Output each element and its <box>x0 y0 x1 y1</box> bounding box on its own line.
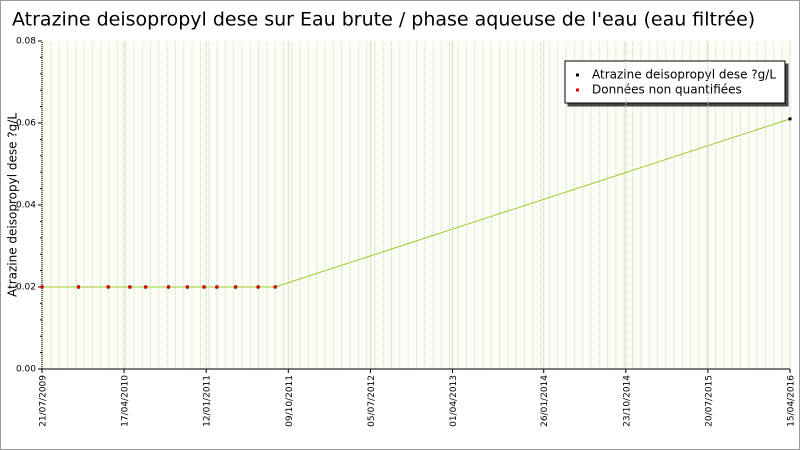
x-tick-label: 05/07/2012 <box>367 375 377 427</box>
data-point <box>201 284 207 290</box>
y-tick-label: 0.00 <box>16 365 36 375</box>
x-tick-label: 12/01/2011 <box>203 375 213 427</box>
y-tick-label: 0.02 <box>16 283 36 293</box>
data-point <box>127 284 132 290</box>
y-tick-label: 0.04 <box>16 201 36 211</box>
data-point <box>143 284 148 290</box>
y-tick-label: 0.06 <box>16 119 36 129</box>
x-tick-label: 17/04/2010 <box>121 375 131 427</box>
legend-marker <box>576 88 579 92</box>
x-tick-label: 20/07/2015 <box>704 375 714 427</box>
data-point <box>256 284 261 290</box>
legend-box <box>564 60 786 104</box>
data-point <box>233 284 238 290</box>
legend-label: Données non quantifiées <box>592 83 742 97</box>
data-point <box>273 284 278 290</box>
data-point <box>166 284 171 290</box>
x-tick-label: 15/04/2016 <box>787 375 797 427</box>
legend-marker <box>576 73 579 77</box>
y-tick-label: 0.08 <box>16 37 36 47</box>
data-point <box>214 284 219 290</box>
x-tick-label: 09/10/2011 <box>285 375 295 427</box>
data-point <box>788 117 792 121</box>
x-tick-label: 01/04/2013 <box>449 375 459 427</box>
data-point <box>185 284 190 290</box>
legend-label: Atrazine deisopropyl dese ?g/L <box>592 68 776 82</box>
x-tick-label: 26/01/2014 <box>540 375 550 427</box>
chart-title: Atrazine deisopropyl dese sur Eau brute … <box>12 9 755 31</box>
y-axis-label: Atrazine deisopropyl dese ?g/L <box>6 113 20 297</box>
x-tick-label: 23/10/2014 <box>622 375 632 427</box>
x-tick-label: 21/07/2009 <box>39 375 49 427</box>
